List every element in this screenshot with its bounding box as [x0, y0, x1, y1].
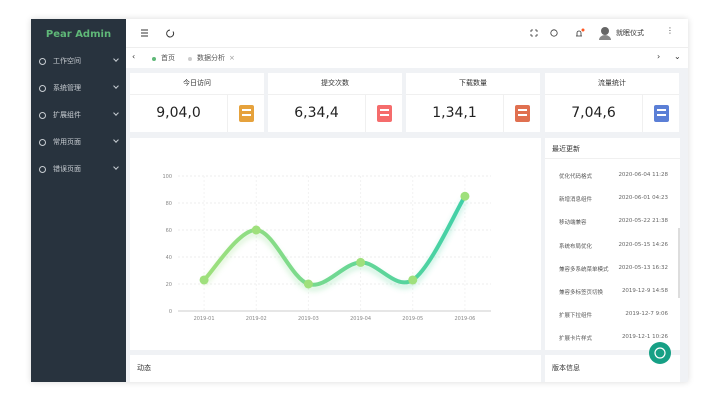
app-frame: Pear Admin 工作空间系统管理扩展组件常用页面错误页面 就眠仪式 ⋮ ‹… [31, 19, 688, 382]
tab-dot [188, 57, 192, 61]
y-tick-label: 0 [169, 309, 172, 315]
point [303, 279, 313, 289]
card-icon [642, 95, 680, 132]
point [408, 275, 418, 285]
update-time: 2020-06-01 04:23 [618, 195, 668, 202]
update-text[interactable]: 扩展下拉组件 [559, 313, 593, 320]
tab-dot [152, 57, 156, 61]
dynamic-panel: 动态 [130, 355, 541, 382]
x-tick-label: 2019-03 [298, 316, 319, 322]
card-title: 流量统计 [545, 73, 679, 95]
menu-item[interactable]: 工作空间 [31, 51, 126, 71]
update-text[interactable]: 移动端兼容 [559, 220, 587, 227]
tab-close[interactable]: × [229, 54, 235, 62]
menu-label[interactable]: 错误页面 [53, 165, 81, 173]
float-button[interactable] [648, 341, 672, 365]
stat-card: 流量统计 7,04,6 [545, 73, 679, 132]
card-icon [503, 95, 541, 132]
stat-card: 今日访问 9,04,0 [130, 73, 264, 132]
divider [545, 158, 680, 159]
update-time: 2019-12-1 10:26 [621, 334, 668, 341]
card-title: 提交次数 [268, 73, 402, 95]
update-time: 2020-05-13 16:32 [618, 264, 668, 271]
y-tick-label: 20 [166, 282, 172, 288]
point [251, 225, 261, 235]
logo[interactable]: Pear Admin [45, 29, 112, 40]
card-value: 7,04,6 [571, 105, 616, 121]
x-tick-label: 2019-04 [350, 316, 371, 322]
update-time: 2019-12-9 14:58 [621, 288, 668, 294]
point [199, 275, 209, 285]
line [202, 195, 467, 287]
menu-item[interactable]: 常用页面 [31, 132, 126, 152]
tab-next[interactable]: › [657, 52, 661, 61]
menu-item[interactable]: 扩展组件 [31, 105, 126, 125]
menu-item[interactable]: 系统管理 [31, 78, 126, 98]
sidebar: Pear Admin 工作空间系统管理扩展组件常用页面错误页面 [31, 19, 126, 382]
menu-label[interactable]: 常用页面 [53, 138, 81, 146]
avatar[interactable] [598, 26, 612, 40]
panel-title: 版本信息 [552, 364, 580, 372]
header-tools[interactable] [140, 28, 180, 38]
card-icon [365, 95, 403, 132]
menu-label[interactable]: 系统管理 [53, 84, 81, 92]
tab[interactable]: 数据分析 [197, 54, 225, 62]
update-text[interactable]: 兼容多标签页切换 [559, 290, 604, 296]
x-tick-label: 2019-01 [194, 316, 215, 322]
card-value: 6,34,4 [294, 105, 339, 121]
point [460, 191, 470, 201]
update-time: 2019-12-7 9:06 [625, 311, 668, 318]
y-tick-label: 80 [166, 201, 172, 207]
tab-menu[interactable]: ⌄ [674, 52, 681, 61]
update-text[interactable]: 系统布局优化 [559, 243, 593, 250]
update-time: 2020-06-04 11:28 [618, 172, 668, 178]
updates-panel: 最近更新 优化代码格式 2020-06-04 11:28 新增消息组件 2020-06… [545, 138, 680, 350]
tab-prev[interactable]: ‹ [132, 52, 136, 61]
stat-card: 提交次数 6,34,4 [268, 73, 402, 132]
tab[interactable]: 首页 [161, 54, 175, 62]
update-time: 2020-05-22 21:38 [618, 218, 668, 225]
panel-title: 动态 [137, 364, 151, 372]
update-time: 2020-05-15 14:26 [618, 241, 668, 248]
tab-bar: ‹ › ⌄ 首页 数据分析 × [126, 48, 688, 68]
update-text[interactable]: 新增消息组件 [559, 197, 593, 204]
menu-item[interactable]: 错误页面 [31, 159, 126, 179]
y-tick-label: 100 [162, 174, 172, 180]
scrollbar[interactable] [678, 228, 680, 298]
x-tick-label: 2019-06 [454, 316, 475, 322]
menu-label[interactable]: 扩展组件 [53, 111, 81, 119]
x-tick-label: 2019-02 [246, 316, 267, 322]
x-tick-label: 2019-05 [402, 316, 423, 322]
menu-label[interactable]: 工作空间 [53, 57, 81, 65]
stat-card: 下载数量 1,34,1 [406, 73, 540, 132]
card-icon [227, 95, 265, 132]
card-value: 1,34,1 [432, 105, 477, 121]
header: 就眠仪式 ⋮ [126, 19, 688, 48]
y-tick-label: 40 [166, 255, 172, 261]
line-chart: 0 20 40 60 80 100 2019-01 2019-02 2019-03 2019-04… [162, 174, 491, 322]
update-text[interactable]: 兼容多系统菜单模式 [559, 266, 609, 273]
chart-panel: 0 20 40 60 80 100 2019-01 2019-02 2019-03 2019-04… [130, 138, 541, 350]
point [356, 257, 366, 267]
card-title: 下载数量 [406, 73, 540, 95]
header-icons[interactable] [529, 27, 589, 39]
card-title: 今日访问 [130, 73, 264, 95]
update-text[interactable]: 优化代码格式 [559, 174, 593, 180]
more-menu[interactable]: ⋮ [666, 26, 674, 35]
card-value: 9,04,0 [156, 105, 201, 121]
user-name[interactable]: 就眠仪式 [616, 29, 644, 37]
update-text[interactable]: 扩展卡片样式 [559, 336, 593, 343]
y-tick-label: 60 [166, 228, 172, 234]
panel-title: 最近更新 [552, 145, 580, 153]
